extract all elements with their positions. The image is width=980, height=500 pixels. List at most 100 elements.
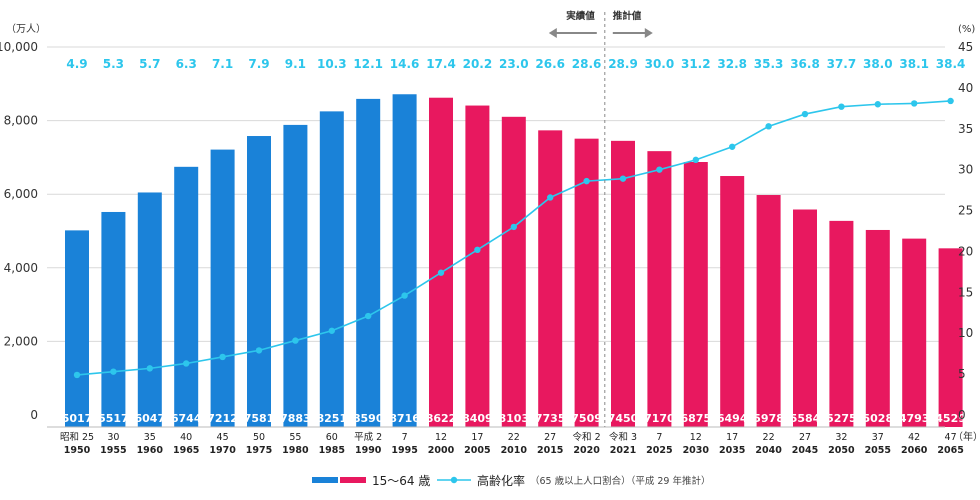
x-era-label: 40	[180, 432, 192, 443]
rate-label: 12.1	[353, 57, 383, 71]
left-tick-label: 4,000	[4, 261, 38, 275]
bar-value-label: 8103	[498, 412, 529, 425]
bar-value-label: 6047	[134, 412, 165, 425]
x-year-label: 1995	[391, 445, 417, 456]
x-year-label: 1955	[100, 445, 126, 456]
rate-label: 38.4	[936, 57, 966, 71]
bar	[938, 248, 963, 427]
bar	[392, 94, 417, 428]
rate-point	[729, 143, 736, 150]
x-era-label: 37	[872, 432, 884, 443]
legend-blue-swatch	[312, 477, 338, 483]
bar-value-label: 8622	[426, 412, 457, 425]
bar-value-label: 8251	[316, 412, 347, 425]
rate-point	[292, 337, 299, 344]
x-year-label: 2005	[464, 445, 490, 456]
bar	[429, 97, 453, 428]
axes: 02,0004,0006,0008,00010,0000510152025303…	[0, 23, 980, 456]
bar	[829, 220, 854, 427]
right-tick-label: 25	[958, 204, 973, 218]
rate-point	[437, 269, 445, 276]
bar-value-label: 6875	[680, 412, 711, 425]
bar	[247, 136, 271, 427]
right-tick-label: 20	[958, 244, 973, 258]
bar	[210, 149, 235, 428]
right-tick-label: 0	[958, 408, 966, 422]
bar	[137, 192, 162, 427]
rate-label: 37.7	[827, 57, 857, 71]
rate-point	[619, 175, 627, 182]
x-year-label: 1975	[246, 445, 272, 456]
x-era-label: 45	[217, 432, 229, 443]
bar-value-label: 5584	[790, 412, 821, 425]
bar	[902, 238, 927, 427]
right-tick-label: 5	[958, 367, 966, 381]
rate-point	[765, 123, 772, 130]
x-year-label: 1985	[319, 445, 345, 456]
x-era-label: 17	[726, 432, 738, 443]
rate-point	[656, 166, 663, 173]
rate-label: 5.7	[139, 57, 160, 71]
bar-value-label: 8409	[462, 412, 493, 425]
x-era-label: 平成 2	[354, 431, 382, 443]
bar	[647, 151, 672, 428]
rate-point	[219, 353, 226, 361]
x-era-label: 22	[763, 432, 775, 443]
rate-label: 28.9	[608, 57, 638, 71]
rate-label: 6.3	[176, 57, 197, 71]
bar	[865, 229, 890, 427]
phase-markers: 実績値 推計値	[548, 10, 653, 427]
right-axis-unit: (%)	[958, 24, 975, 35]
bars	[65, 94, 963, 428]
rate-point	[547, 194, 554, 201]
legend-rate-marker	[450, 476, 458, 484]
legend-bars-label: 15〜64 歳	[372, 474, 430, 488]
x-year-label: 1990	[355, 445, 382, 456]
bar-value-label: 8590	[353, 412, 384, 425]
bar	[356, 98, 381, 427]
legend-rate-label: 高齢化率	[477, 473, 525, 488]
rate-label: 31.2	[681, 57, 711, 71]
rate-point	[110, 368, 117, 375]
rate-point	[73, 371, 81, 379]
x-year-label: 2035	[719, 445, 745, 456]
bar-value-label: 6494	[717, 412, 748, 425]
x-year-label: 2020	[573, 445, 600, 456]
x-era-label: 令和 2	[573, 431, 601, 443]
bar-value-label: 7581	[244, 412, 275, 425]
rate-point	[692, 156, 699, 164]
left-tick-label: 8,000	[4, 114, 38, 128]
x-year-label: 1950	[64, 445, 91, 456]
bar-value-label: 4529	[935, 412, 966, 425]
x-era-label: 27	[544, 432, 556, 443]
left-tick-label: 10,000	[0, 40, 38, 54]
bar-value-label: 7212	[207, 412, 238, 425]
bar	[465, 105, 490, 427]
rate-point	[146, 365, 153, 372]
x-era-label: 30	[107, 432, 119, 443]
left-tick-label: 2,000	[4, 334, 38, 348]
x-year-label: 2015	[537, 445, 563, 456]
rate-label: 20.2	[463, 57, 493, 71]
x-era-label: 55	[289, 432, 301, 443]
x-era-label: 12	[435, 432, 447, 443]
rate-point	[255, 347, 263, 354]
rate-point	[474, 246, 481, 254]
labels: 5017 4.9 5517 5.3 6047 5.7 6744 6.3 7212 7.1 7581 7…	[62, 57, 966, 425]
x-era-label: 昭和 25	[60, 432, 94, 443]
rate-point	[365, 312, 372, 320]
x-era-label: 27	[799, 432, 811, 443]
rate-label: 38.0	[863, 57, 893, 71]
bar-value-label: 7170	[644, 412, 675, 425]
rate-label: 7.1	[212, 57, 233, 71]
x-axis-unit: （年）	[953, 430, 980, 443]
x-year-label: 2060	[901, 445, 928, 456]
bar-value-label: 5517	[98, 412, 129, 425]
right-tick-label: 15	[958, 285, 973, 299]
right-tick-label: 45	[958, 40, 973, 54]
x-year-label: 1960	[137, 445, 164, 456]
x-era-label: 22	[508, 432, 520, 443]
rate-label: 26.6	[535, 57, 565, 71]
bar-value-label: 7883	[280, 412, 311, 425]
rate-label: 23.0	[499, 57, 529, 71]
